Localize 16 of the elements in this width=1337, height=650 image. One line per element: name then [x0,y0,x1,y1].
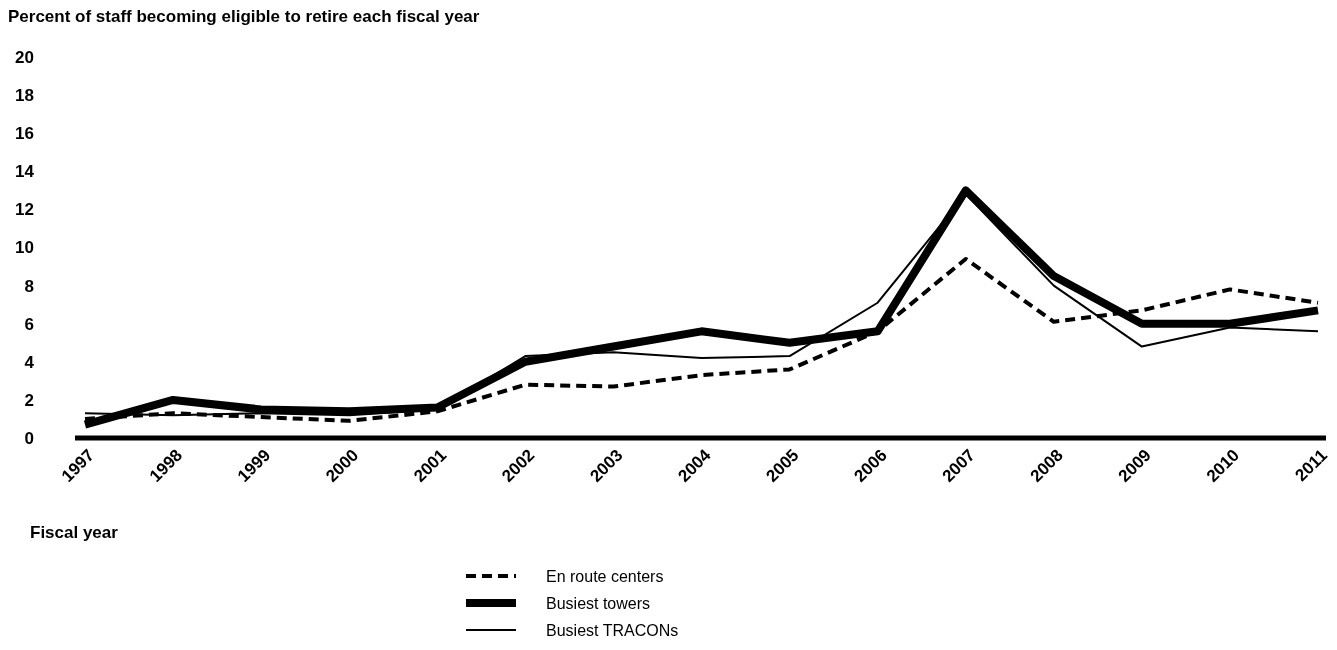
legend-label: En route centers [546,567,664,585]
y-tick-label: 14 [15,162,35,182]
y-tick-label: 4 [24,352,35,372]
y-tick-label: 6 [24,314,34,334]
x-axis-title: Fiscal year [30,523,119,542]
y-tick-label: 0 [24,428,34,448]
y-tick-label: 16 [15,124,34,144]
y-tick-label: 10 [15,238,34,258]
y-tick-label: 18 [15,86,34,106]
y-tick-label: 12 [15,200,34,220]
y-tick-label: 20 [15,47,34,67]
y-axis-title: Percent of staff becoming eligible to retire each fiscal year [8,7,480,26]
legend-label: Busiest TRACONs [546,621,679,639]
y-tick-label: 2 [24,390,34,410]
y-tick-label: 8 [24,276,34,296]
legend-label: Busiest towers [546,594,651,612]
